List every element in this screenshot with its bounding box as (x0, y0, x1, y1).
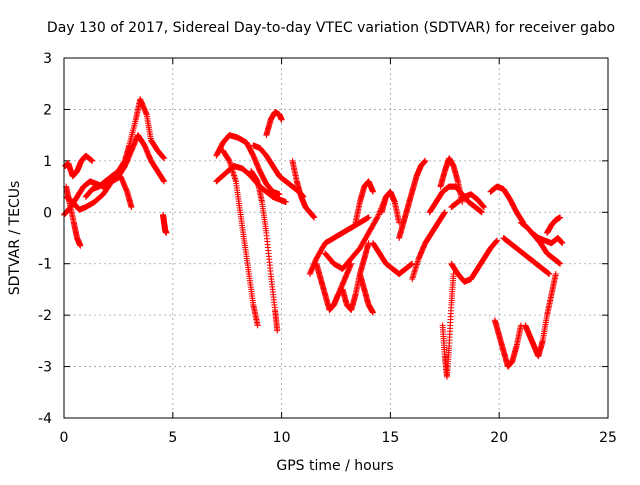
series-arc-11 (248, 168, 281, 334)
data-point (557, 260, 564, 267)
series-arc-36 (528, 229, 566, 247)
series-arc-10 (213, 163, 289, 205)
series-arc-07 (160, 211, 170, 236)
series-arc-08 (213, 132, 283, 198)
series-arc-29 (448, 191, 487, 211)
y-tick-label: 3 (43, 51, 52, 67)
series-arc-18 (339, 240, 372, 313)
series-arc-33 (517, 219, 564, 267)
data-point (369, 309, 376, 316)
data-point (441, 209, 448, 216)
data-point (374, 214, 381, 221)
series-arc-27 (439, 271, 457, 380)
series-arc-14 (289, 157, 318, 221)
data-point (254, 322, 261, 329)
data-point (89, 157, 96, 164)
data-point (478, 209, 485, 216)
series-arc-28 (448, 237, 501, 285)
series-arc-09 (219, 147, 261, 329)
data-point (369, 188, 376, 195)
series-arc-17 (322, 193, 390, 272)
y-tick-label: -4 (38, 411, 52, 427)
data-point (282, 199, 289, 205)
series-arc-26 (437, 155, 466, 205)
x-tick-label: 20 (490, 430, 508, 446)
data-point (409, 260, 416, 267)
data-point (494, 237, 501, 244)
series-arc-02 (62, 152, 96, 180)
series-arc-24 (409, 209, 448, 283)
tick-labels: 0 5 10 15 20 25 -4 -3 -2 -1 0 1 2 3 (38, 51, 617, 446)
y-tick-label: 2 (43, 102, 52, 118)
data-point (546, 271, 553, 277)
y-axis-label: SDTVAR / TECUs (7, 181, 23, 296)
data-point (375, 211, 382, 218)
x-tick-label: 25 (599, 430, 617, 446)
y-tick-label: 1 (43, 154, 52, 170)
data-points (61, 96, 566, 380)
series-arc-15 (306, 214, 372, 277)
series-arc-32 (500, 235, 553, 277)
chart-title: Day 130 of 2017, Sidereal Day-to-day VTE… (47, 20, 615, 36)
data-point (422, 157, 429, 164)
series-arc-06 (115, 132, 168, 185)
y-tick-label: 0 (43, 205, 52, 221)
series-arc-05 (82, 96, 168, 200)
x-tick-label: 10 (273, 430, 291, 446)
data-point (161, 155, 168, 162)
plot-frame (63, 57, 609, 419)
data-point (128, 204, 135, 211)
data-point (311, 214, 318, 221)
y-tick-label: -3 (38, 360, 52, 376)
data-point (557, 214, 564, 221)
data-point (365, 214, 372, 221)
x-tick-label: 5 (168, 430, 177, 446)
data-point (559, 240, 566, 247)
series-arc-03 (63, 183, 84, 249)
series-arc-16 (313, 260, 355, 313)
data-point (480, 204, 487, 211)
data-point (374, 212, 381, 219)
y-tick-label: -2 (38, 308, 52, 324)
data-point (278, 116, 285, 123)
series-arc-04 (63, 173, 135, 213)
series-arc-19 (352, 178, 376, 226)
series-arc-22 (378, 188, 403, 226)
data-point (77, 242, 84, 249)
x-tick-label: 15 (381, 430, 399, 446)
series-arc-30 (487, 183, 527, 226)
series-arc-20 (356, 271, 376, 316)
data-point (161, 178, 168, 185)
x-axis-label: GPS time / hours (276, 458, 393, 474)
x-tick-label: 0 (60, 430, 69, 446)
series-arc-21 (369, 240, 416, 277)
data-point (373, 215, 380, 222)
series-arc-34 (522, 271, 559, 360)
data-point (274, 327, 281, 334)
data-point (163, 229, 170, 236)
y-tick-label: -1 (38, 257, 52, 273)
series-arc-12 (263, 109, 285, 139)
series-arc-23 (396, 157, 429, 241)
data-point (552, 271, 559, 277)
series-arc-31 (491, 317, 524, 370)
series-arc-35 (544, 214, 564, 236)
